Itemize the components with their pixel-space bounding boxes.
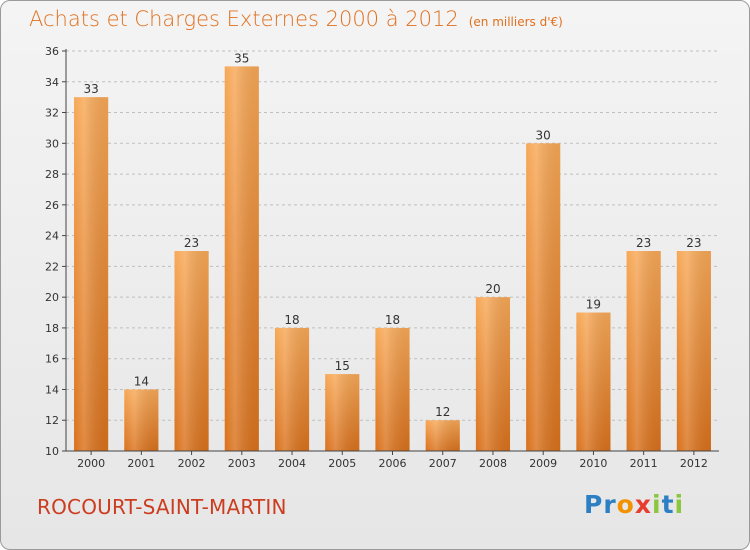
logo-letter: x [634,490,652,519]
bar-data-label: 30 [536,128,551,142]
axis-layer: 10 12 14 16 18 20 22 24 26 28 30 32 34 36 2000 2001 2002… [45,45,719,470]
x-tick-label: 2006 [379,457,407,470]
x-tick-label: 2002 [178,457,206,470]
logo-letter: t [661,490,675,519]
bar-data-label: 33 [83,82,98,96]
y-tick-label: 30 [45,137,59,150]
y-tick-label: 10 [45,445,59,458]
y-tick-label: 34 [45,76,59,89]
y-tick-label: 14 [45,383,59,396]
x-tick-label: 2005 [328,457,356,470]
y-tick-label: 28 [45,168,59,181]
bar-sheen [224,66,259,451]
y-tick-label: 18 [45,322,59,335]
x-tick-label: 2007 [429,457,457,470]
x-tick-label: 2011 [630,457,658,470]
x-tick-label: 2004 [278,457,306,470]
bar-sheen [74,97,109,452]
bar-data-label: 35 [234,51,249,65]
y-tick-label: 32 [45,107,59,120]
bar-sheen [375,327,410,451]
chart-subtitle: (en milliers d'€) [468,15,563,29]
logo-letter: P [584,490,604,519]
x-tick-label: 2003 [228,457,256,470]
y-tick-label: 22 [45,260,59,273]
bar-data-label: 23 [686,236,701,250]
bar-data-label: 12 [435,405,450,419]
y-tick-label: 20 [45,291,59,304]
x-tick-label: 2008 [479,457,507,470]
bar-sheen [325,374,360,451]
y-tick-label: 12 [45,414,59,427]
bar-sheen [676,251,711,451]
chart-title: Achats et Charges Externes 2000 à 2012 [29,7,459,31]
city-name: ROCOURT-SAINT-MARTIN [37,495,287,519]
y-tick-label: 24 [45,230,59,243]
logo-letter: i [674,490,685,519]
bar-data-label: 18 [385,313,400,327]
logo-letter: r [603,490,617,519]
bar-sheen [475,297,511,451]
y-tick-label: 16 [45,353,59,366]
proxiti-logo: Proxiti [584,490,684,519]
title-row: Achats et Charges Externes 2000 à 2012 (e… [29,7,563,31]
bar-layer: 33 14 23 35 18 15 18 12 20 30 19 23 23 [74,51,711,452]
bar-sheen [626,251,661,451]
bar-sheen [274,327,310,451]
bar-sheen [174,251,209,451]
y-tick-label: 26 [45,199,59,212]
bar-data-label: 18 [284,313,299,327]
bar-data-label: 23 [184,236,199,250]
x-tick-label: 2001 [127,457,155,470]
bar-data-label: 14 [134,374,149,388]
bar-sheen [526,143,561,452]
x-tick-label: 2000 [77,457,105,470]
bar-sheen [425,420,460,451]
bar-data-label: 23 [636,236,651,250]
bar-sheen [576,312,611,451]
x-tick-label: 2009 [529,457,557,470]
y-tick-label: 36 [45,45,59,58]
logo-letter: o [616,490,635,519]
bar-data-label: 19 [586,298,601,312]
bar-data-label: 20 [485,282,500,296]
bar-sheen [124,389,159,451]
x-tick-label: 2010 [579,457,607,470]
logo-letter: i [652,490,662,519]
bar-data-label: 15 [335,359,350,373]
x-tick-label: 2012 [680,457,708,470]
